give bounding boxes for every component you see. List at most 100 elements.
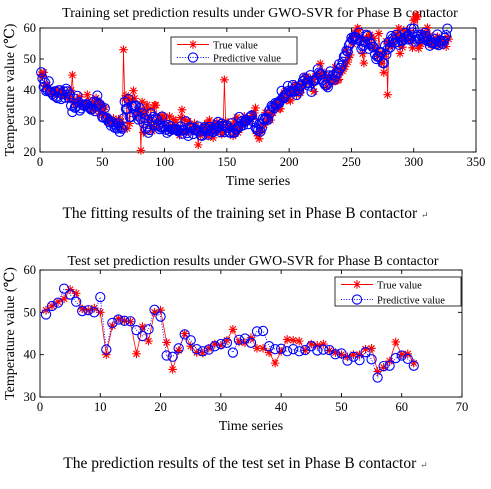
- data-point-true: [367, 344, 376, 353]
- data-point-true: [160, 113, 169, 123]
- data-point-predictive: [209, 341, 220, 352]
- data-point-true: [151, 100, 161, 110]
- data-point-predictive: [99, 103, 110, 114]
- data-point-true: [315, 59, 325, 68]
- caption-bottom: The prediction results of the test set i…: [0, 455, 491, 473]
- data-point-true: [258, 344, 268, 353]
- data-point-predictive: [293, 86, 305, 97]
- x-tick-label: 30: [215, 400, 228, 414]
- data-point-predictive: [249, 117, 260, 128]
- data-point-predictive: [185, 335, 196, 346]
- data-point-true: [127, 95, 137, 104]
- data-point-predictive: [366, 354, 377, 365]
- data-point-true: [343, 352, 352, 362]
- legend: True value Predictive value: [170, 36, 298, 65]
- data-point-true: [230, 117, 239, 127]
- data-point-true: [130, 94, 139, 103]
- data-point-true: [252, 129, 262, 138]
- x-tick-label: 50: [96, 155, 109, 169]
- legend-marker-asterisk: [188, 40, 198, 49]
- data-point-true: [355, 350, 364, 359]
- data-point-true: [204, 344, 214, 353]
- data-point-true: [74, 99, 83, 108]
- data-point-predictive: [321, 80, 332, 91]
- data-point-true: [328, 77, 338, 87]
- data-point-true: [273, 98, 283, 107]
- data-point-predictive: [336, 60, 347, 71]
- data-point-predictive: [298, 72, 310, 83]
- data-point-predictive: [191, 344, 202, 355]
- data-point-true: [298, 82, 308, 92]
- data-point-predictive: [360, 346, 371, 358]
- y-tick-label: 30: [24, 390, 37, 404]
- data-point-true: [180, 115, 189, 124]
- data-point-predictive: [208, 127, 219, 138]
- legend-marker-circle: [351, 294, 363, 305]
- data-point-predictive: [300, 344, 311, 356]
- data-point-predictive: [362, 30, 373, 41]
- data-point-predictive: [117, 123, 128, 134]
- data-point-predictive: [337, 56, 348, 67]
- data-point-true: [252, 344, 262, 353]
- legend: True value Predictive value: [334, 276, 462, 307]
- data-point-predictive: [288, 344, 299, 355]
- data-point-true: [129, 86, 138, 95]
- data-point-true: [109, 114, 118, 123]
- data-point-true: [264, 113, 274, 123]
- data-point-true: [383, 90, 392, 99]
- data-point-true: [198, 348, 208, 358]
- data-point-true: [264, 348, 274, 357]
- x-tick-label: 100: [155, 155, 174, 169]
- x-tick-label: 300: [404, 155, 423, 169]
- data-point-predictive: [43, 76, 54, 87]
- data-point-true: [165, 112, 174, 121]
- data-point-predictive: [246, 110, 257, 121]
- chart-2: 0 10 20 30 40 50 60 70 30 40 50 60 Test set predicti…: [3, 254, 468, 434]
- data-point-true: [337, 350, 346, 359]
- data-point-true: [53, 297, 63, 307]
- data-point-predictive: [46, 300, 58, 312]
- data-point-predictive: [137, 330, 148, 342]
- data-point-true: [306, 339, 316, 349]
- data-point-true: [176, 113, 186, 122]
- data-point-true: [234, 337, 244, 347]
- data-point-predictive: [107, 317, 118, 329]
- data-point-predictive: [251, 326, 263, 337]
- data-point-predictive: [384, 360, 395, 371]
- data-point-true: [423, 23, 432, 32]
- x-tick-label: 20: [154, 400, 167, 414]
- data-point-true: [96, 100, 106, 109]
- data-point-predictive: [77, 305, 88, 317]
- data-point-predictive: [149, 304, 160, 315]
- data-point-true: [408, 43, 417, 53]
- data-point-true: [373, 367, 382, 376]
- data-point-predictive: [64, 289, 76, 300]
- legend-label: True value: [377, 281, 422, 292]
- data-point-true: [251, 103, 260, 113]
- data-point-predictive: [36, 67, 47, 78]
- data-point-predictive: [247, 115, 259, 127]
- x-tick-label: 70: [456, 400, 469, 414]
- data-point-true: [391, 337, 400, 347]
- data-point-true: [206, 127, 215, 137]
- data-point-true: [365, 30, 375, 40]
- data-point-true: [300, 346, 310, 355]
- data-point-true: [401, 34, 411, 44]
- data-point-predictive: [62, 86, 73, 97]
- data-point-predictive: [128, 102, 139, 113]
- data-point-true: [409, 358, 419, 368]
- data-point-predictive: [256, 122, 267, 134]
- data-point-predictive: [266, 100, 277, 111]
- data-point-true: [254, 134, 264, 143]
- data-point-true: [291, 80, 300, 89]
- data-point-true: [235, 125, 244, 134]
- data-point-true: [83, 90, 92, 99]
- data-point-true: [370, 44, 380, 54]
- data-point-predictive: [354, 355, 365, 366]
- data-point-true: [142, 100, 152, 110]
- data-point-predictive: [378, 360, 389, 372]
- data-point-true: [156, 305, 165, 315]
- legend-box: [170, 36, 298, 65]
- data-point-predictive: [302, 78, 313, 89]
